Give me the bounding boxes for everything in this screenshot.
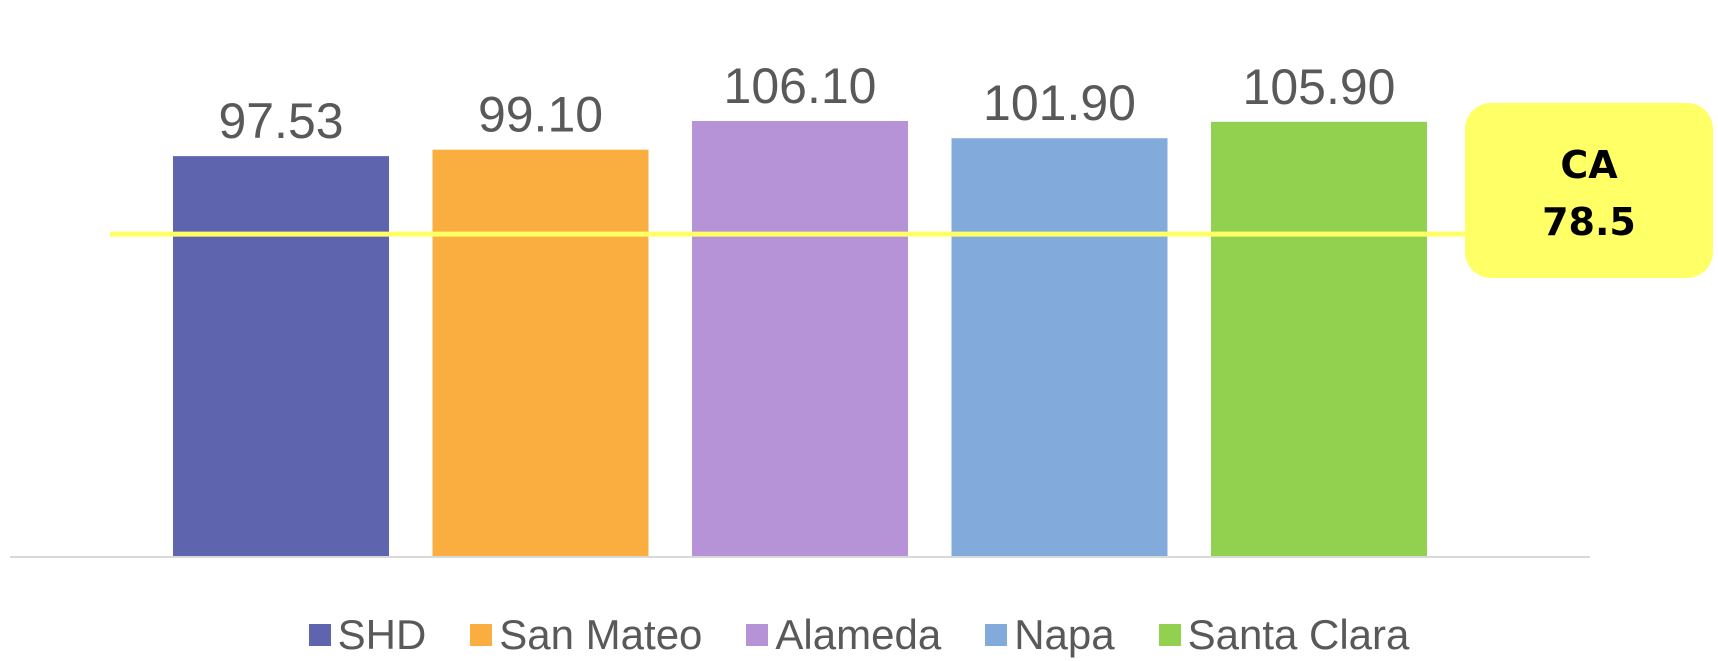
- bar-napa: [951, 138, 1168, 556]
- bar-alameda: [692, 120, 908, 557]
- legend: SHD San Mateo Alameda Napa Santa Clara: [0, 610, 1718, 660]
- data-label-shd: 97.53: [218, 93, 343, 149]
- reference-callout-line1: CA: [1560, 143, 1618, 187]
- legend-item-san-mateo: San Mateo: [470, 611, 702, 659]
- legend-label-shd: SHD: [337, 611, 427, 658]
- legend-swatch-santa-clara: [1158, 624, 1181, 646]
- legend-label-napa: Napa: [1014, 611, 1115, 658]
- legend-swatch-shd: [308, 624, 331, 646]
- legend-item-santa-clara: Santa Clara: [1158, 611, 1410, 659]
- reference-callout: CA 78.5: [1465, 103, 1713, 278]
- legend-label-alameda: Alameda: [775, 611, 942, 658]
- legend-swatch-san-mateo: [470, 624, 493, 646]
- legend-item-napa: Napa: [985, 611, 1115, 659]
- reference-callout-line2: 78.5: [1542, 200, 1636, 244]
- legend-item-alameda: Alameda: [746, 611, 941, 659]
- reference-callout-box: [1465, 103, 1713, 278]
- legend-swatch-napa: [985, 624, 1008, 646]
- data-label-santa-clara: 105.90: [1243, 59, 1396, 115]
- bars-layer: [173, 120, 1427, 557]
- legend-label-san-mateo: San Mateo: [499, 611, 703, 658]
- bar-san-mateo: [432, 149, 649, 556]
- legend-label-santa-clara: Santa Clara: [1187, 611, 1410, 658]
- data-label-alameda: 106.10: [724, 58, 877, 114]
- value-labels-layer: 97.53 99.10 106.10 101.90 105.90: [218, 58, 1395, 149]
- data-label-napa: 101.90: [983, 75, 1136, 131]
- legend-swatch-alameda: [746, 624, 769, 646]
- bar-santa-clara: [1211, 121, 1427, 556]
- data-label-san-mateo: 99.10: [478, 87, 603, 143]
- legend-item-shd: SHD: [308, 611, 427, 659]
- bar-shd: [173, 156, 389, 556]
